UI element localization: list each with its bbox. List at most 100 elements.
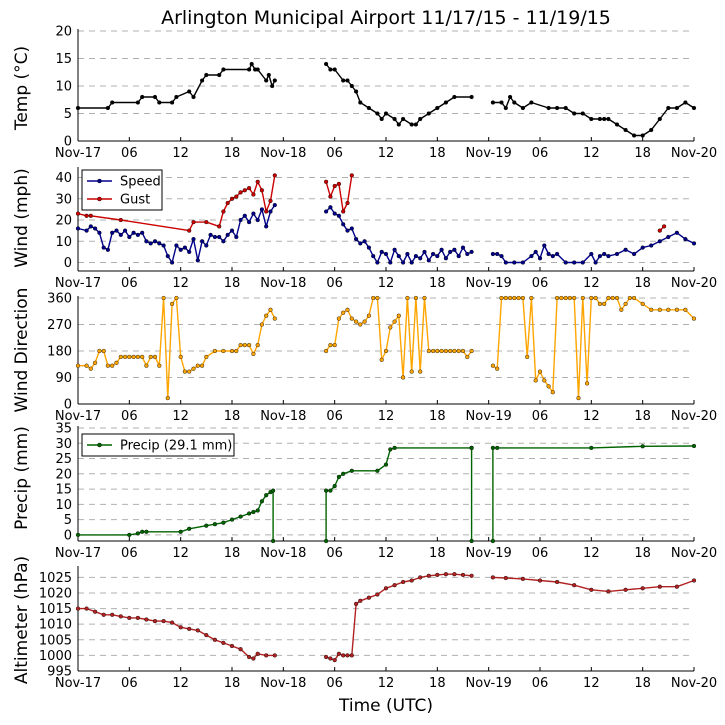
precip-precip-point bbox=[324, 488, 329, 493]
temp-temp-point bbox=[383, 111, 389, 116]
wind-speed-point bbox=[366, 245, 371, 250]
temp-xtick-label: Nov-20 bbox=[671, 146, 717, 161]
temp-xtick-label: 18 bbox=[429, 146, 446, 161]
wind-speed-point bbox=[336, 213, 341, 218]
winddir-direction-point bbox=[508, 295, 513, 301]
altimeter-altimeter-point bbox=[110, 612, 115, 617]
wind-speed-point bbox=[490, 251, 495, 257]
wind-speed-point bbox=[606, 254, 611, 259]
temp-temp-point bbox=[247, 67, 252, 72]
wind-speed-point bbox=[631, 251, 637, 257]
precip-ytick-label: 35 bbox=[55, 422, 72, 437]
precip-precip-point bbox=[383, 462, 389, 467]
temp-temp-point bbox=[683, 100, 688, 105]
altimeter-altimeter-point bbox=[418, 575, 423, 580]
wind-speed-point bbox=[456, 254, 461, 259]
winddir-direction-point bbox=[358, 322, 363, 327]
temp-temp-point bbox=[140, 94, 145, 100]
wind-legend bbox=[81, 169, 163, 211]
winddir-xtick-label: 06 bbox=[532, 409, 549, 424]
wind-speed-point bbox=[554, 251, 560, 257]
temp-temp-point bbox=[375, 111, 380, 116]
wind-speed-point bbox=[354, 237, 359, 242]
wind-speed-point bbox=[174, 243, 179, 248]
wind-speed-point bbox=[495, 251, 500, 257]
wind-speed-point bbox=[234, 234, 239, 240]
precip-precip-point bbox=[251, 509, 256, 515]
altimeter-altimeter-point bbox=[589, 587, 594, 592]
wind-speed-point bbox=[533, 249, 538, 254]
precip-precip-point bbox=[375, 468, 380, 473]
altimeter-altimeter-point bbox=[135, 615, 140, 620]
wind-speed-point bbox=[499, 254, 504, 259]
wind-ytick-label: 10 bbox=[55, 235, 72, 250]
wind-speed-point bbox=[178, 247, 183, 252]
winddir-direction-point bbox=[366, 313, 371, 318]
wind-speed-point bbox=[691, 241, 697, 246]
precip-xtick-label: 18 bbox=[429, 546, 446, 561]
precip-precip-point bbox=[490, 538, 495, 544]
winddir-ytick-label: 360 bbox=[47, 292, 72, 307]
wind-gust-point bbox=[88, 213, 93, 218]
winddir-direction-point bbox=[495, 366, 500, 371]
wind-speed-point bbox=[161, 243, 166, 248]
wind-speed-point bbox=[110, 230, 115, 235]
wind-speed-point bbox=[88, 224, 93, 229]
winddir-direction-point bbox=[255, 343, 260, 348]
precip-ytick-label: 25 bbox=[55, 452, 72, 467]
wind-xtick-label: 12 bbox=[172, 276, 189, 291]
wind-xtick-label: 06 bbox=[326, 276, 343, 291]
winddir-direction-point bbox=[238, 343, 243, 348]
temp-temp-point bbox=[170, 100, 175, 105]
winddir-direction-point bbox=[657, 307, 662, 312]
temp-ytick-label: 20 bbox=[55, 25, 72, 40]
wind-speed-point bbox=[602, 251, 607, 257]
precip-precip-point bbox=[204, 523, 209, 528]
winddir-direction-point bbox=[345, 307, 350, 312]
wind-speed-point bbox=[212, 234, 217, 240]
winddir-xtick-label: Nov-19 bbox=[466, 409, 512, 424]
temp-temp-point bbox=[418, 116, 423, 122]
altimeter-altimeter-point bbox=[118, 614, 123, 619]
winddir-panel: Wind Direction 0 90 180 270 360 Nov-17 06 12 18 N… bbox=[12, 288, 717, 424]
winddir-direction-point bbox=[388, 325, 393, 330]
winddir-direction-point bbox=[362, 319, 367, 324]
wind-gust-point bbox=[225, 200, 230, 206]
winddir-direction-point bbox=[422, 295, 427, 301]
wind-xtick-label: Nov-18 bbox=[260, 276, 306, 291]
winddir-direction-point bbox=[563, 295, 568, 301]
winddir-direction-point bbox=[525, 354, 530, 359]
wind-speed-point bbox=[405, 251, 410, 257]
winddir-direction-point bbox=[341, 310, 346, 315]
winddir-direction-point bbox=[84, 363, 89, 368]
wind-legend-label: Gust bbox=[120, 193, 150, 208]
precip-precip-point bbox=[349, 468, 354, 473]
winddir-direction-point bbox=[88, 366, 93, 371]
temp-temp-point bbox=[272, 78, 277, 83]
wind-speed-point bbox=[383, 251, 389, 257]
wind-speed-point bbox=[589, 251, 594, 257]
winddir-direction-point bbox=[131, 354, 136, 359]
winddir-xtick-label: 12 bbox=[378, 409, 395, 424]
altimeter-xtick-label: Nov-19 bbox=[466, 676, 512, 691]
wind-xtick-label: 12 bbox=[378, 276, 395, 291]
temp-temp-point bbox=[349, 83, 354, 89]
altimeter-altimeter-point bbox=[503, 575, 508, 581]
winddir-direction-point bbox=[234, 348, 239, 354]
precip-precip-point bbox=[392, 445, 397, 450]
temp-temp-point bbox=[469, 94, 474, 100]
altimeter-altimeter-point bbox=[127, 615, 132, 620]
winddir-direction-point bbox=[114, 360, 119, 365]
winddir-direction-point bbox=[144, 363, 149, 368]
temp-ytick-label: 10 bbox=[55, 80, 72, 95]
temp-temp-point bbox=[401, 116, 406, 122]
altimeter-altimeter-point bbox=[195, 628, 200, 633]
wind-speed-point bbox=[503, 260, 508, 265]
altimeter-altimeter-point bbox=[324, 654, 329, 660]
wind-speed-point bbox=[542, 243, 547, 248]
altimeter-ytick-label: 995 bbox=[47, 665, 72, 680]
wind-speed-point bbox=[371, 254, 376, 259]
altimeter-altimeter-point bbox=[332, 657, 337, 663]
precip-precip-point bbox=[328, 488, 333, 493]
precip-precip-point bbox=[469, 538, 474, 544]
